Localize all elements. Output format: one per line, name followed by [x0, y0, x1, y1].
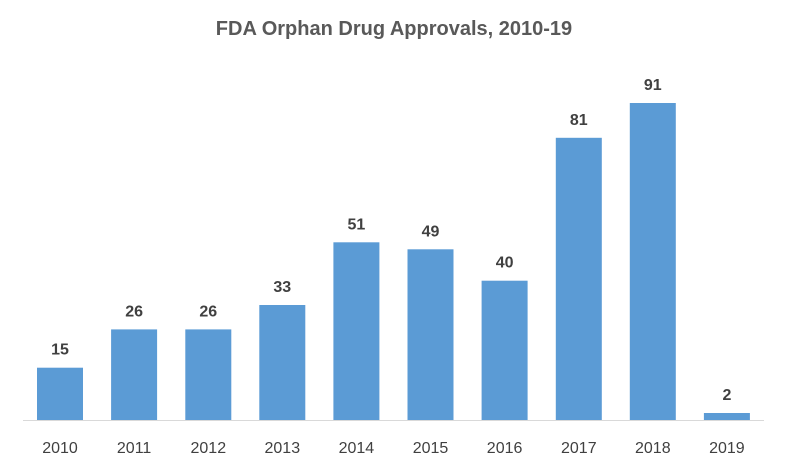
x-tick-2015: 2015: [413, 440, 449, 457]
x-tick-labels: 2010 2011 2012 2013 2014 2015 2016 2017 2018 2019: [42, 440, 745, 457]
data-label-2016: 40: [496, 255, 514, 272]
data-label-2019: 2: [722, 387, 731, 404]
x-tick-2014: 2014: [339, 440, 375, 457]
bar-2013: [259, 305, 306, 420]
x-tick-2013: 2013: [265, 440, 301, 457]
data-label-2017: 81: [570, 112, 588, 129]
bar-2014: [333, 242, 380, 420]
bar-2011: [111, 329, 158, 420]
data-label-2011: 26: [125, 303, 143, 320]
data-label-2012: 26: [199, 303, 217, 320]
x-tick-2016: 2016: [487, 440, 523, 457]
bar-2019: [703, 413, 750, 420]
bars-layer: 15 26 26 33 51 49 40 81 91 2: [37, 77, 750, 421]
bar-2018: [629, 103, 676, 420]
bar-2012: [185, 329, 232, 420]
bar-2010: [37, 367, 83, 420]
bar-2016: [481, 280, 528, 420]
bar-2017: [555, 137, 602, 421]
data-label-2018: 91: [644, 77, 662, 94]
x-tick-2012: 2012: [191, 440, 227, 457]
data-label-2015: 49: [422, 223, 440, 240]
bar-2015: [407, 249, 454, 420]
x-tick-2011: 2011: [117, 440, 152, 457]
x-tick-2019: 2019: [709, 440, 745, 457]
x-tick-2010: 2010: [42, 440, 78, 457]
x-tick-2018: 2018: [635, 440, 671, 457]
chart-title: FDA Orphan Drug Approvals, 2010-19: [215, 18, 573, 40]
data-label-2014: 51: [348, 216, 366, 233]
data-label-2010: 15: [51, 342, 69, 359]
x-tick-2017: 2017: [561, 440, 597, 457]
data-label-2013: 33: [273, 279, 291, 296]
